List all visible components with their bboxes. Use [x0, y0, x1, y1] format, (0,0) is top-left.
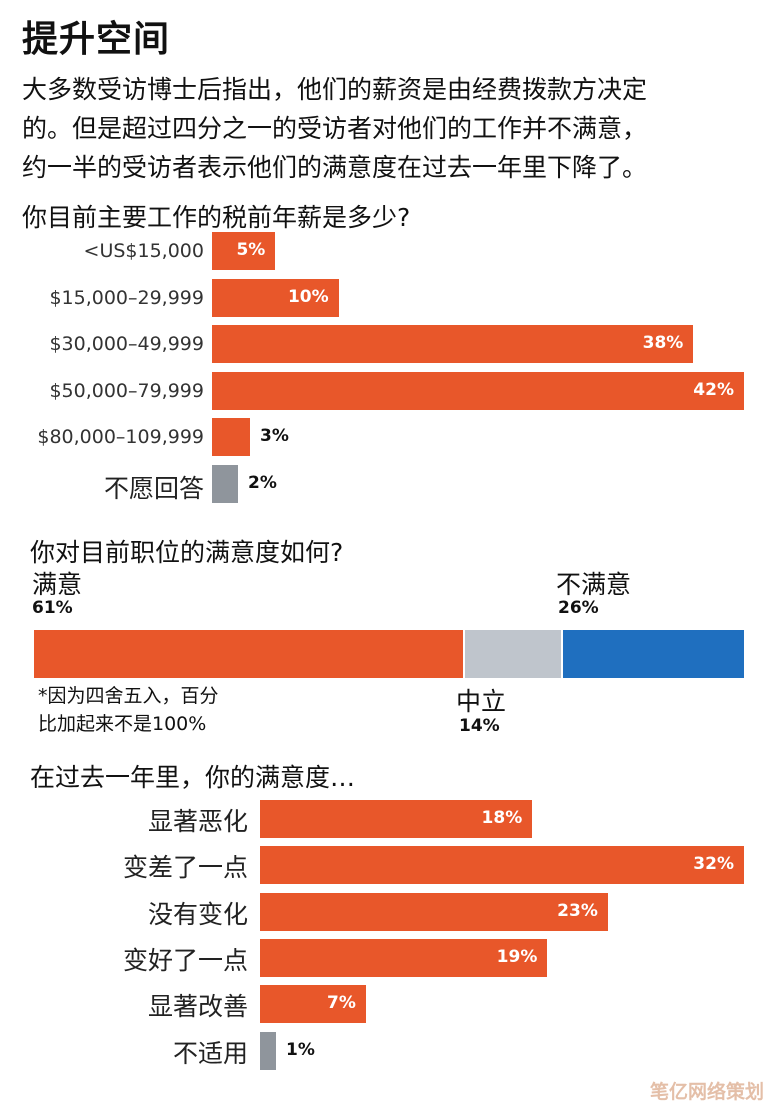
change-chart: 显著恶化 18% 变差了一点 32% 没有变化 23% 变好了一点 19% 显著改善 7% 不适用 1… [0, 800, 770, 1085]
bar-value-label: 10% [287, 286, 329, 307]
bar [212, 418, 250, 456]
category-label: 没有变化 [147, 899, 248, 929]
dissatisfied-label: 不满意 [556, 570, 632, 599]
note-line: *因为四舍五入，百分 [38, 685, 219, 707]
bar-value-label: 3% [260, 426, 289, 446]
bar [260, 1031, 276, 1070]
page-title: 提升空间 [22, 19, 171, 60]
category-label: $80,000–109,999 [37, 426, 204, 448]
bar-value-label: 2% [248, 472, 277, 493]
bar [212, 464, 238, 503]
bar [260, 846, 744, 885]
satisfaction-stacked-bar [34, 630, 744, 678]
bar [212, 232, 276, 270]
category-label: $15,000–29,999 [49, 286, 204, 309]
rounding-note: *因为四舍五入，百分 比加起来不是100% [38, 682, 219, 738]
bar-value-label: 7% [327, 993, 356, 1014]
satisfied-label: 满意 [32, 570, 83, 599]
salary-question: 你目前主要工作的税前年薪是多少? [22, 203, 411, 232]
dissatisfied-percent: 26% [558, 598, 599, 618]
watermark: 笔亿网络策划 [649, 1081, 764, 1103]
bar-value-label: 18% [481, 808, 523, 828]
intro-line: 的。但是超过四分之一的受访者对他们的工作并不满意， [22, 114, 648, 143]
bar [260, 938, 548, 977]
category-label: <US$15,000 [83, 240, 204, 262]
bar [212, 278, 339, 317]
neutral-percent: 14% [459, 716, 500, 736]
bar-value-label: 38% [642, 333, 684, 353]
category-label: 显著改善 [147, 992, 248, 1022]
bar-value-label: 42% [693, 379, 734, 400]
category-label: $30,000–49,999 [49, 333, 204, 355]
change-question: 在过去一年里，你的满意度… [30, 763, 356, 792]
neutral-segment [462, 630, 562, 678]
bar-value-label: 19% [496, 946, 538, 967]
bar-value-label: 23% [557, 900, 598, 921]
category-label: 变差了一点 [122, 853, 248, 883]
category-label: 不适用 [172, 1038, 248, 1068]
bar-value-label: 32% [693, 854, 734, 875]
dissatisfied-segment [561, 630, 744, 678]
salary-chart: <US$15,000 5% $15,000–29,999 10% $30,000–49,… [0, 232, 770, 512]
bar [260, 985, 366, 1024]
bar [212, 371, 744, 410]
bar-value-label: 5% [236, 240, 266, 260]
category-label: 显著恶化 [147, 807, 248, 836]
category-label: $50,000–79,999 [49, 379, 204, 402]
bar [260, 800, 533, 838]
neutral-label: 中立 [456, 687, 507, 716]
category-label: 不愿回答 [103, 473, 204, 503]
intro-line: 大多数受访博士后指出，他们的薪资是由经费拨款方决定 [22, 75, 648, 104]
satisfied-segment [34, 630, 463, 678]
satisfaction-question: 你对目前职位的满意度如何? [30, 538, 344, 567]
intro-line: 约一半的受访者表示他们的满意度在过去一年里下降了。 [22, 153, 648, 182]
category-label: 变好了一点 [122, 945, 248, 975]
note-line: 比加起来不是100% [38, 713, 207, 735]
bar-value-label: 1% [286, 1039, 315, 1060]
bar [260, 892, 608, 931]
bar [212, 325, 694, 363]
satisfied-percent: 61% [32, 598, 73, 618]
intro-paragraph: 大多数受访博士后指出，他们的薪资是由经费拨款方决定 的。但是超过四分之一的受访者… [22, 70, 762, 187]
